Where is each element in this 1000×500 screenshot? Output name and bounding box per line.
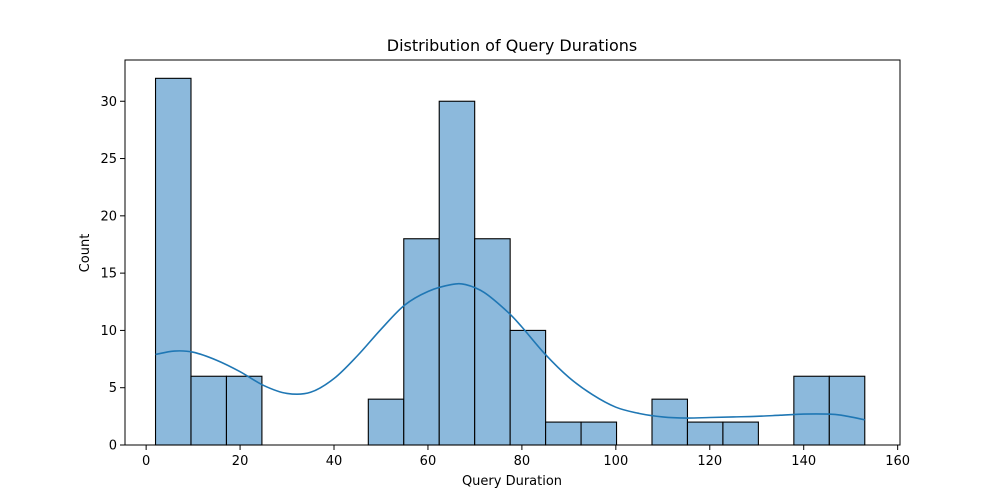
x-tick-label: 120 <box>697 454 722 469</box>
histogram-bar <box>225 375 263 446</box>
histogram-bar <box>474 238 511 446</box>
y-tick-label: 20 <box>100 209 117 224</box>
histogram-bar <box>651 398 689 446</box>
x-tick-label: 80 <box>514 454 531 469</box>
y-axis-ticks: 0 5 10 15 20 25 30 <box>100 95 125 454</box>
histogram-bar <box>828 375 866 446</box>
x-axis-label: Query Duration <box>462 474 562 489</box>
histogram-bar <box>793 375 830 446</box>
y-tick-label: 10 <box>100 324 117 339</box>
x-tick-label: 140 <box>791 454 816 469</box>
histogram-bar <box>686 421 724 446</box>
y-tick-label: 30 <box>100 95 117 110</box>
y-tick-label: 25 <box>100 152 117 167</box>
kde-curve <box>155 282 865 421</box>
x-tick-label: 40 <box>326 454 343 469</box>
histogram-bar <box>438 100 476 446</box>
y-tick-label: 0 <box>109 439 117 454</box>
histogram-bar <box>190 375 228 446</box>
chart-title: Distribution of Query Durations <box>387 36 637 55</box>
histogram-bar <box>403 238 440 446</box>
histogram-bar <box>580 421 618 446</box>
histogram-bar <box>154 77 192 446</box>
x-tick-label: 60 <box>420 454 437 469</box>
x-tick-label: 20 <box>232 454 249 469</box>
histogram-bar <box>545 421 582 446</box>
x-axis-ticks: 0 20 40 60 80 100 120 140 160 <box>142 445 910 469</box>
plot-frame <box>124 59 901 446</box>
histogram-bar <box>509 329 547 446</box>
x-tick-label: 160 <box>885 454 910 469</box>
y-tick-label: 15 <box>100 267 117 282</box>
x-tick-label: 0 <box>142 454 150 469</box>
histogram-bar <box>367 398 405 446</box>
y-tick-label: 5 <box>109 381 117 396</box>
x-tick-label: 100 <box>603 454 628 469</box>
histogram-bars <box>154 77 866 446</box>
y-axis-label: Count <box>78 234 93 273</box>
histogram-bar <box>722 421 759 446</box>
